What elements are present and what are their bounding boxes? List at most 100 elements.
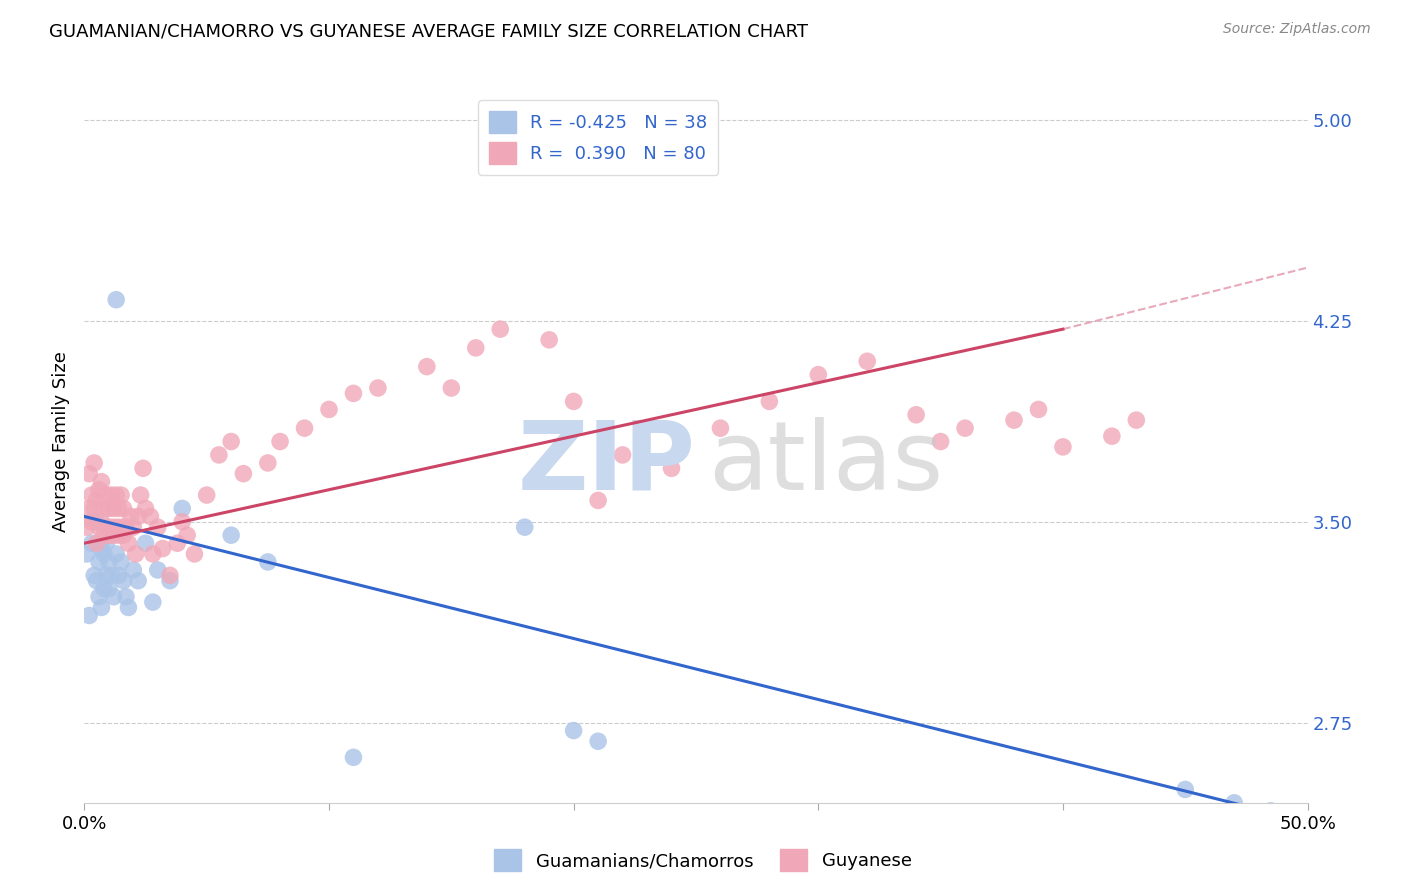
Point xyxy=(112,501,135,516)
Point xyxy=(93,528,115,542)
Point xyxy=(76,520,98,534)
Point xyxy=(1223,796,1246,810)
Point xyxy=(562,723,585,738)
Point xyxy=(77,501,100,516)
Point xyxy=(86,536,108,550)
Point xyxy=(110,555,132,569)
Point xyxy=(661,461,683,475)
Point xyxy=(1052,440,1074,454)
Point xyxy=(1174,782,1197,797)
Point xyxy=(159,574,181,588)
Point xyxy=(342,750,364,764)
Point xyxy=(90,541,112,556)
Point xyxy=(90,515,112,529)
Point xyxy=(367,381,389,395)
Legend: Guamanians/Chamorros, Guyanese: Guamanians/Chamorros, Guyanese xyxy=(486,842,920,879)
Point xyxy=(83,568,105,582)
Point xyxy=(183,547,205,561)
Point xyxy=(76,547,98,561)
Point xyxy=(100,488,122,502)
Point xyxy=(489,322,512,336)
Point xyxy=(612,448,634,462)
Point xyxy=(440,381,463,395)
Point xyxy=(856,354,879,368)
Point xyxy=(103,528,125,542)
Point xyxy=(80,536,103,550)
Text: GUAMANIAN/CHAMORRO VS GUYANESE AVERAGE FAMILY SIZE CORRELATION CHART: GUAMANIAN/CHAMORRO VS GUYANESE AVERAGE F… xyxy=(49,22,808,40)
Point xyxy=(110,520,132,534)
Point xyxy=(135,501,157,516)
Point xyxy=(152,541,174,556)
Point xyxy=(97,528,120,542)
Point xyxy=(87,555,110,569)
Point xyxy=(929,434,952,449)
Point xyxy=(146,520,169,534)
Point xyxy=(96,488,118,502)
Point xyxy=(538,333,561,347)
Point xyxy=(166,536,188,550)
Y-axis label: Average Family Size: Average Family Size xyxy=(52,351,70,532)
Point xyxy=(172,515,194,529)
Legend: R = -0.425   N = 38, R =  0.390   N = 80: R = -0.425 N = 38, R = 0.390 N = 80 xyxy=(478,100,718,175)
Point xyxy=(107,501,129,516)
Point xyxy=(120,509,142,524)
Point xyxy=(115,590,138,604)
Point xyxy=(112,574,135,588)
Point xyxy=(416,359,439,374)
Point xyxy=(86,515,108,529)
Point xyxy=(100,520,122,534)
Point xyxy=(135,536,157,550)
Point xyxy=(208,448,231,462)
Text: atlas: atlas xyxy=(709,417,943,509)
Point xyxy=(107,568,129,582)
Point xyxy=(122,520,145,534)
Point xyxy=(107,528,129,542)
Point xyxy=(513,520,536,534)
Point xyxy=(122,563,145,577)
Point xyxy=(93,582,115,596)
Point xyxy=(96,536,118,550)
Point xyxy=(132,461,155,475)
Point xyxy=(93,547,115,561)
Point xyxy=(1002,413,1025,427)
Point xyxy=(100,568,122,582)
Point xyxy=(125,547,148,561)
Point xyxy=(97,501,120,516)
Point xyxy=(117,600,139,615)
Point xyxy=(77,467,100,481)
Point xyxy=(139,509,162,524)
Point xyxy=(1028,402,1050,417)
Point xyxy=(112,528,135,542)
Point xyxy=(142,595,165,609)
Point xyxy=(219,434,242,449)
Point xyxy=(219,528,242,542)
Point xyxy=(90,600,112,615)
Point xyxy=(86,574,108,588)
Point xyxy=(709,421,731,435)
Point xyxy=(905,408,928,422)
Point xyxy=(87,483,110,497)
Point xyxy=(758,394,780,409)
Point xyxy=(80,488,103,502)
Point xyxy=(342,386,364,401)
Point xyxy=(103,501,125,516)
Text: Source: ZipAtlas.com: Source: ZipAtlas.com xyxy=(1223,22,1371,37)
Text: ZIP: ZIP xyxy=(517,417,696,509)
Point xyxy=(96,568,118,582)
Point xyxy=(464,341,486,355)
Point xyxy=(86,493,108,508)
Point xyxy=(586,493,609,508)
Point xyxy=(294,421,316,435)
Point xyxy=(195,488,218,502)
Point xyxy=(1260,804,1282,818)
Point xyxy=(562,394,585,409)
Point xyxy=(953,421,976,435)
Point xyxy=(90,475,112,489)
Point xyxy=(117,536,139,550)
Point xyxy=(87,520,110,534)
Point xyxy=(159,568,181,582)
Point xyxy=(257,555,280,569)
Point xyxy=(105,293,128,307)
Point xyxy=(105,488,128,502)
Point xyxy=(172,501,194,516)
